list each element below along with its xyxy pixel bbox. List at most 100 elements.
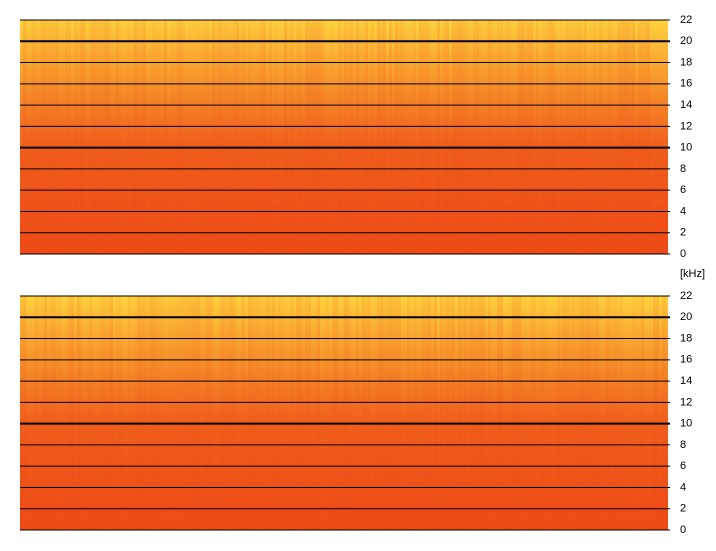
spectrogram-texture [650,20,653,254]
spectrogram-texture [113,20,116,254]
spectrogram-texture [287,20,290,254]
spectrogram-texture [656,296,659,530]
spectrogram-texture [584,296,587,530]
spectrogram-texture [173,296,176,530]
spectrogram-texture [647,296,650,530]
spectrogram-texture [458,20,461,254]
spectrogram-texture [443,20,446,254]
spectrogram-texture [50,296,53,530]
spectrogram-texture [416,296,419,530]
spectrogram-texture [191,296,194,530]
spectrogram-texture [146,20,149,254]
spectrogram-texture [35,296,38,530]
spectrogram-texture [80,20,83,254]
spectrogram-texture [329,296,332,530]
spectrogram-texture [389,296,392,530]
spectrogram-texture [26,296,29,530]
spectrogram-texture [569,296,572,530]
spectrogram-texture [194,296,197,530]
spectrogram-texture [200,296,203,530]
spectrogram-texture [413,20,416,254]
spectrogram-texture [275,20,278,254]
spectrogram-texture [383,296,386,530]
spectrogram-texture [23,296,26,530]
spectrogram-texture [299,20,302,254]
spectrogram-texture [593,296,596,530]
spectrogram-texture [278,296,281,530]
spectrogram-texture [86,296,89,530]
spectrogram-texture [272,296,275,530]
spectrogram-texture [653,296,656,530]
spectrogram-texture [434,20,437,254]
spectrogram-texture [167,20,170,254]
spectrogram-texture [452,296,455,530]
spectrogram-texture [110,20,113,254]
spectrogram-texture [620,296,623,530]
spectrogram-texture [116,20,119,254]
spectrogram-texture [377,20,380,254]
spectrogram-texture [158,296,161,530]
spectrogram-texture [644,20,647,254]
spectrogram-texture [296,20,299,254]
spectrogram-texture [560,20,563,254]
spectrogram-texture [266,296,269,530]
spectrogram-texture [224,20,227,254]
spectrogram-texture [134,20,137,254]
spectrogram-texture [149,20,152,254]
spectrogram-texture [347,20,350,254]
spectrogram-texture [545,296,548,530]
spectrogram-texture [536,20,539,254]
spectrogram-texture [476,296,479,530]
spectrogram-texture [494,296,497,530]
spectrogram-texture [344,296,347,530]
spectrogram-texture [248,296,251,530]
spectrogram-texture [362,20,365,254]
spectrogram-texture [230,296,233,530]
spectrogram-texture [485,296,488,530]
y-tick-label: 16 [680,78,692,90]
spectrogram-texture [482,20,485,254]
spectrogram-texture [140,296,143,530]
spectrogram-texture [137,296,140,530]
spectrogram-texture [425,296,428,530]
spectrogram-texture [485,20,488,254]
spectrogram-texture [500,296,503,530]
spectrogram-texture [353,20,356,254]
spectrogram-texture [269,296,272,530]
spectrogram-texture [110,296,113,530]
spectrogram-texture [59,20,62,254]
y-tick-label: 10 [680,418,692,430]
spectrogram-texture [359,296,362,530]
spectrogram-texture [437,20,440,254]
spectrogram-texture [446,296,449,530]
spectrogram-texture [332,296,335,530]
spectrogram-texture [419,296,422,530]
y-tick-label: 10 [680,142,692,154]
spectrogram-texture [233,20,236,254]
spectrogram-texture [143,296,146,530]
spectrogram-texture [470,296,473,530]
spectrogram-texture [572,296,575,530]
spectrogram-texture [593,20,596,254]
spectrogram-texture [566,296,569,530]
spectrogram-texture [146,296,149,530]
spectrogram-texture [350,20,353,254]
spectrogram-texture [62,20,65,254]
spectrogram-texture [329,20,332,254]
spectrogram-texture [203,20,206,254]
spectrogram-texture [413,296,416,530]
spectrogram-texture [515,20,518,254]
spectrogram-texture [65,296,68,530]
spectrogram-texture [317,296,320,530]
spectrogram-texture [122,20,125,254]
spectrogram-texture [233,296,236,530]
spectrogram-texture [584,20,587,254]
spectrogram-texture [293,20,296,254]
spectrogram-texture [440,296,443,530]
spectrogram-texture [431,296,434,530]
spectrogram-texture [368,296,371,530]
spectrogram-texture [164,296,167,530]
spectrogram-texture [533,296,536,530]
spectrogram-texture [551,20,554,254]
spectrogram-texture [512,296,515,530]
